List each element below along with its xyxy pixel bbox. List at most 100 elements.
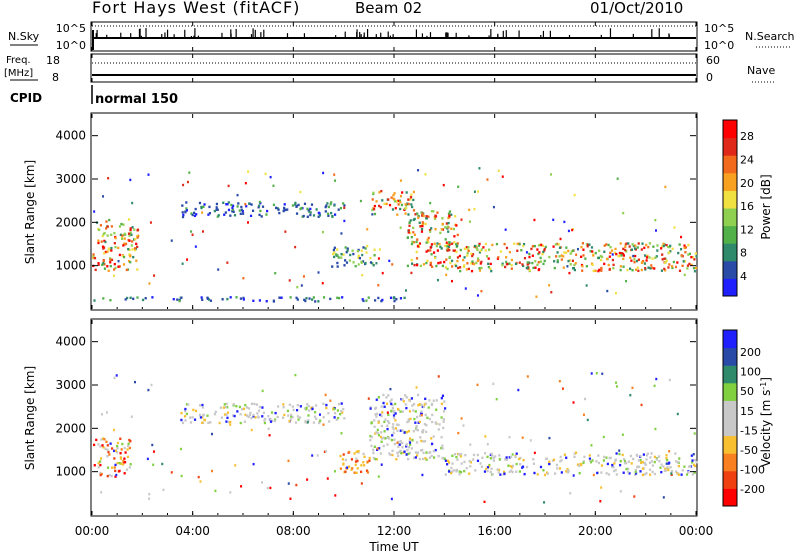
- range-cell: [603, 250, 606, 253]
- range-cell: [333, 204, 336, 207]
- range-cell: [534, 266, 537, 269]
- range-cell: [333, 251, 336, 254]
- range-cell: [365, 299, 368, 302]
- range-cell: [513, 242, 516, 245]
- range-cell: [659, 466, 662, 469]
- range-cell: [248, 202, 251, 205]
- range-cell: [586, 418, 589, 422]
- range-cell: [133, 228, 136, 231]
- range-cell: [459, 455, 462, 458]
- range-cell: [418, 403, 421, 406]
- beam-label: Beam 02: [355, 0, 423, 17]
- range-cell: [640, 248, 643, 251]
- range-cell: [629, 394, 632, 397]
- range-cell: [622, 211, 625, 215]
- range-cell: [668, 263, 671, 266]
- range-cell: [120, 448, 123, 451]
- range-cell: [130, 415, 133, 418]
- range-cell: [327, 205, 330, 209]
- range-cell: [497, 169, 500, 172]
- range-cell: [633, 260, 636, 264]
- range-cell: [415, 454, 419, 457]
- range-cell: [246, 221, 249, 224]
- range-cell: [480, 465, 484, 468]
- range-cell: [100, 438, 103, 441]
- range-cell: [302, 275, 305, 278]
- range-cell: [318, 212, 321, 215]
- range-cell: [684, 251, 687, 254]
- range-cell: [656, 249, 659, 252]
- range-cell: [115, 473, 118, 477]
- range-cell: [446, 267, 449, 271]
- velocity-colorbar-label: Velocity [m s-1]: [759, 377, 774, 467]
- range-cell: [436, 278, 439, 282]
- range-cell: [244, 403, 247, 407]
- range-cell: [132, 297, 135, 301]
- range-cell: [333, 255, 336, 259]
- range-cell: [440, 247, 443, 250]
- range-cell: [357, 450, 360, 453]
- range-cell: [630, 462, 633, 465]
- range-cell: [210, 432, 213, 436]
- range-cell: [532, 462, 536, 465]
- range-cell: [405, 445, 408, 448]
- range-cell: [432, 456, 436, 459]
- range-cell: [476, 459, 480, 463]
- range-cell: [560, 471, 563, 474]
- range-cell: [444, 226, 447, 229]
- freq-label: Freq.: [6, 55, 31, 66]
- range-cell: [378, 204, 381, 208]
- range-cell: [402, 400, 405, 403]
- range-cell: [537, 261, 540, 264]
- range-cell: [414, 421, 417, 424]
- range-cell: [230, 203, 233, 207]
- range-cell: [257, 409, 261, 412]
- range-cell: [581, 264, 584, 268]
- range-cell: [668, 450, 671, 453]
- range-cell: [661, 253, 664, 256]
- range-cell: [348, 465, 351, 468]
- range-cell: [322, 423, 325, 426]
- range-cell: [454, 215, 457, 218]
- range-cell: [370, 435, 373, 439]
- range-cell: [614, 458, 617, 461]
- range-cell: [457, 453, 460, 456]
- range-cell: [305, 408, 308, 411]
- range-cell: [459, 248, 462, 252]
- range-cell: [386, 436, 389, 439]
- range-cell: [455, 224, 458, 227]
- colorbar-tick-label: 50: [740, 385, 754, 398]
- range-cell: [299, 207, 302, 211]
- colorbar-tick-label: 16: [740, 200, 754, 213]
- range-cell: [311, 454, 314, 457]
- range-cell: [416, 212, 419, 215]
- range-cell: [560, 459, 563, 462]
- range-cell: [106, 225, 109, 228]
- range-cell: [106, 265, 109, 268]
- range-cell: [221, 298, 224, 301]
- range-cell: [120, 222, 123, 226]
- range-cell: [693, 258, 696, 261]
- range-cell: [435, 422, 438, 425]
- range-cell: [396, 423, 399, 426]
- range-cell: [608, 268, 611, 271]
- range-cell: [429, 261, 432, 265]
- range-cell: [529, 439, 532, 442]
- range-cell: [585, 284, 588, 287]
- range-cell: [644, 463, 647, 467]
- range-cell: [476, 453, 479, 457]
- range-cell: [372, 207, 376, 211]
- range-cell: [399, 226, 402, 229]
- range-cell: [606, 289, 609, 293]
- range-cell: [278, 296, 281, 299]
- range-cell: [211, 469, 214, 473]
- range-cell: [390, 196, 393, 199]
- colorbar-swatch: [723, 208, 737, 227]
- range-cell: [686, 264, 690, 267]
- range-cell: [415, 250, 418, 254]
- range-cell: [331, 265, 334, 268]
- range-cell: [264, 172, 267, 176]
- range-cell: [369, 261, 373, 264]
- range-cell: [567, 229, 570, 233]
- range-cell: [412, 409, 415, 412]
